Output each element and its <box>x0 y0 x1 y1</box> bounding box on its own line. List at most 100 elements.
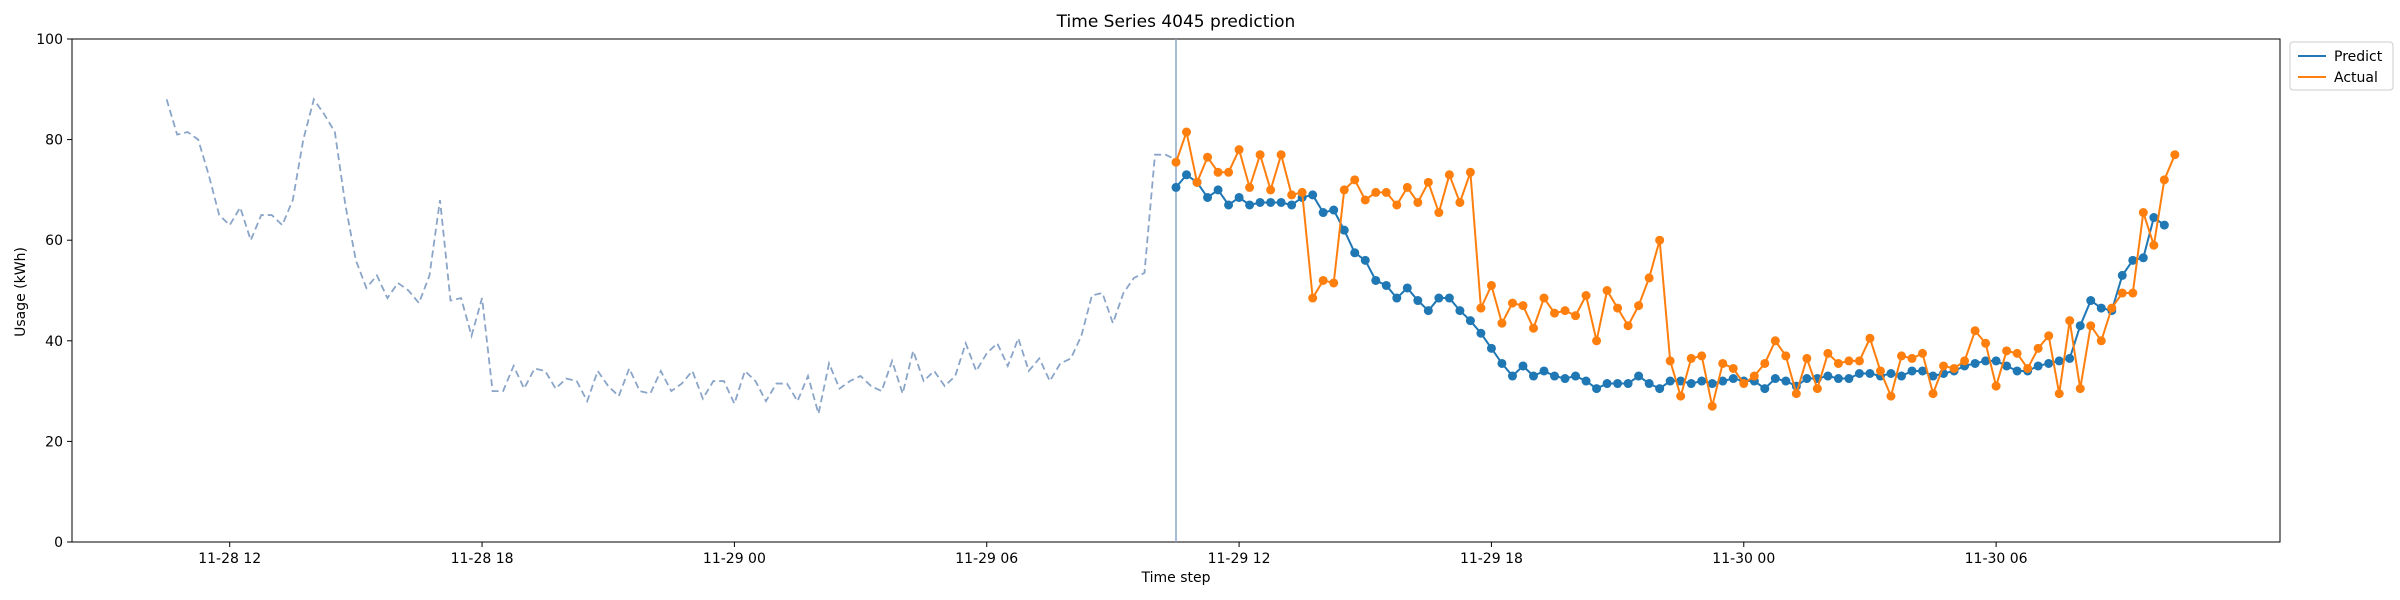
data-point-actual <box>1224 167 1234 177</box>
x-tick-label: 11-29 12 <box>1208 551 1271 567</box>
data-point-actual <box>1350 175 1360 185</box>
x-tick-label: 11-29 00 <box>703 551 766 567</box>
data-point-predict <box>1634 371 1644 381</box>
data-point-actual <box>1203 152 1213 162</box>
data-point-actual <box>1918 348 1928 358</box>
data-point-predict <box>1182 170 1192 180</box>
data-point-actual <box>1518 301 1528 311</box>
data-point-predict <box>1613 379 1623 389</box>
y-tick-label: 80 <box>45 133 63 149</box>
data-point-actual <box>1276 150 1286 160</box>
data-point-predict <box>1770 374 1780 384</box>
data-point-predict <box>2075 321 2085 331</box>
data-point-predict <box>1381 280 1391 290</box>
data-point-actual <box>1939 361 1949 371</box>
data-point-predict <box>1402 283 1412 293</box>
data-point-actual <box>2002 346 2012 356</box>
data-point-actual <box>1339 185 1349 195</box>
data-point-predict <box>1665 376 1675 386</box>
data-point-actual <box>1623 321 1633 331</box>
y-tick-label: 40 <box>45 334 63 350</box>
data-point-actual <box>2117 288 2127 298</box>
data-point-actual <box>2054 389 2064 399</box>
data-point-predict <box>1802 374 1812 384</box>
data-point-actual <box>2012 348 2022 358</box>
data-point-predict <box>1718 376 1728 386</box>
data-point-actual <box>1234 145 1244 155</box>
data-point-actual <box>1665 356 1675 366</box>
data-point-actual <box>2159 175 2169 185</box>
data-point-actual <box>1297 187 1307 197</box>
data-point-predict <box>1507 371 1517 381</box>
data-point-actual <box>1749 371 1759 381</box>
data-point-actual <box>1392 200 1402 210</box>
data-point-predict <box>1571 371 1581 381</box>
data-point-actual <box>1255 150 1265 160</box>
data-point-actual <box>1539 293 1549 303</box>
data-point-predict <box>1896 371 1906 381</box>
data-point-predict <box>1308 190 1318 200</box>
data-point-predict <box>1276 197 1286 207</box>
data-point-predict <box>2117 270 2127 280</box>
data-point-actual <box>1318 275 1328 285</box>
data-point-actual <box>2023 363 2033 373</box>
data-point-predict <box>2096 303 2106 313</box>
data-point-predict <box>1823 371 1833 381</box>
data-point-predict <box>1497 358 1507 368</box>
data-point-predict <box>1434 293 1444 303</box>
data-point-actual <box>1686 353 1696 363</box>
data-point-actual <box>1960 356 1970 366</box>
data-point-actual <box>1928 389 1938 399</box>
data-point-actual <box>1718 358 1728 368</box>
data-point-predict <box>1602 379 1612 389</box>
data-point-predict <box>1371 275 1381 285</box>
data-point-predict <box>1865 369 1875 378</box>
x-tick-label: 11-30 00 <box>1712 551 1775 567</box>
history-line <box>165 97 1177 414</box>
data-point-actual <box>1644 273 1654 283</box>
y-tick-label: 100 <box>36 32 63 48</box>
data-point-predict <box>1392 293 1402 303</box>
x-tick-label: 11-29 18 <box>1460 551 1523 567</box>
data-point-predict <box>1255 197 1265 207</box>
data-point-actual <box>2128 288 2138 298</box>
data-point-predict <box>1413 296 1423 306</box>
data-point-predict <box>1465 316 1475 326</box>
data-point-predict <box>1644 379 1654 389</box>
data-point-actual <box>1360 195 1370 205</box>
data-point-actual <box>1381 187 1391 197</box>
data-point-predict <box>1655 384 1665 394</box>
data-point-actual <box>1308 293 1318 303</box>
data-point-actual <box>1444 170 1454 180</box>
data-point-actual <box>1634 301 1644 311</box>
y-tick-label: 60 <box>45 233 63 249</box>
data-point-predict <box>1560 374 1570 384</box>
data-point-actual <box>1581 291 1591 301</box>
data-point-actual <box>1739 379 1749 389</box>
data-point-actual <box>1171 157 1181 167</box>
data-point-predict <box>1329 205 1339 215</box>
data-point-actual <box>1602 286 1612 295</box>
data-point-actual <box>1192 177 1202 187</box>
data-point-actual <box>1528 323 1538 333</box>
data-point-actual <box>1213 167 1223 177</box>
data-point-actual <box>1875 366 1885 376</box>
data-point-actual <box>1245 182 1255 192</box>
data-point-actual <box>2170 150 2180 160</box>
data-point-actual <box>1949 363 1959 373</box>
data-point-predict <box>1318 208 1328 218</box>
data-point-predict <box>1360 255 1370 265</box>
data-point-predict <box>1539 366 1549 376</box>
data-point-predict <box>2065 353 2075 363</box>
data-point-predict <box>1224 200 1234 210</box>
data-point-actual <box>1655 235 1665 245</box>
data-point-predict <box>1339 225 1349 235</box>
data-point-predict <box>1423 306 1433 316</box>
data-point-actual <box>1791 389 1801 399</box>
data-point-predict <box>1707 379 1717 389</box>
data-point-actual <box>2044 331 2054 341</box>
legend-label-actual: Actual <box>2334 70 2378 86</box>
data-point-actual <box>1886 391 1896 401</box>
data-point-predict <box>1928 371 1938 381</box>
data-point-predict <box>1833 374 1843 384</box>
